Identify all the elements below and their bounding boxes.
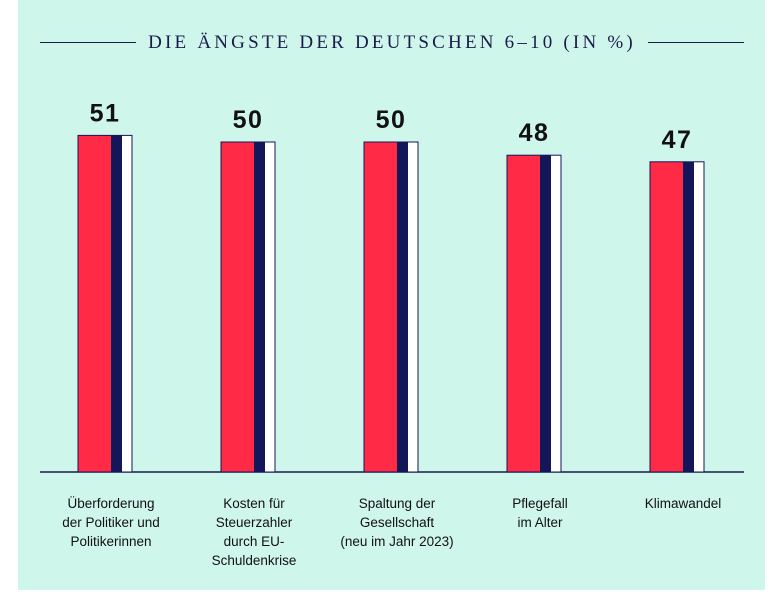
title-rule-left bbox=[40, 42, 136, 43]
bar-value-label: 51 bbox=[90, 99, 121, 127]
bar-outline bbox=[363, 141, 419, 473]
bar-segment-red bbox=[507, 155, 540, 472]
category-label-line: der Politiker und bbox=[62, 515, 160, 530]
bar-segment-white bbox=[122, 135, 132, 472]
category-label-3: Spaltung der Gesellschaft (neu im Jahr 2… bbox=[317, 494, 477, 551]
category-label-line: Kosten für bbox=[223, 496, 285, 511]
category-label-line: im Alter bbox=[517, 515, 563, 530]
bar-segment-red bbox=[650, 161, 683, 473]
bar-segment-white bbox=[265, 142, 275, 472]
bar-outline bbox=[506, 154, 562, 473]
category-label-line: Spaltung der bbox=[358, 496, 436, 511]
category-label-line: Gesellschaft bbox=[359, 515, 435, 530]
bar-segment-white bbox=[694, 161, 704, 473]
bar-segment-navy bbox=[397, 142, 408, 472]
bar-value-label: 48 bbox=[519, 119, 550, 147]
category-label-line: Überforderung bbox=[67, 496, 155, 511]
chart-title-row: DIE ÄNGSTE DER DEUTSCHEN 6–10 (IN %) bbox=[18, 28, 765, 58]
category-label-line: Pflegefall bbox=[512, 496, 568, 511]
bar-outline bbox=[649, 161, 705, 473]
category-label-line: Schuldenkrise bbox=[211, 553, 297, 568]
bar-outline bbox=[220, 141, 276, 473]
category-label-1: Überforderung der Politiker und Politike… bbox=[31, 494, 191, 551]
category-label-line: Klimawandel bbox=[644, 496, 722, 511]
bar-chart: 51 50 50 48 47 bbox=[40, 99, 744, 473]
bar-segment-navy bbox=[683, 161, 694, 473]
bar-segment-navy bbox=[540, 155, 551, 472]
bar-segment-navy bbox=[111, 135, 122, 472]
bar-segment-white bbox=[551, 155, 561, 472]
category-label-line: Steuerzahler bbox=[215, 515, 293, 530]
category-label-line: Politikerinnen bbox=[70, 534, 152, 549]
category-label-2: Kosten für Steuerzahler durch EU- Schuld… bbox=[174, 494, 334, 570]
bar-outline bbox=[77, 134, 133, 473]
bar-value-label: 50 bbox=[376, 106, 407, 134]
category-label-line: durch EU- bbox=[223, 534, 285, 549]
bar-segment-red bbox=[78, 135, 111, 472]
chart-title: DIE ÄNGSTE DER DEUTSCHEN 6–10 (IN %) bbox=[148, 32, 636, 53]
category-label-line: (neu im Jahr 2023) bbox=[340, 534, 454, 549]
bar-segment-red bbox=[221, 142, 254, 472]
bar-value-label: 47 bbox=[662, 126, 693, 154]
title-rule-right bbox=[648, 42, 744, 43]
category-label-5: Klimawandel bbox=[603, 494, 763, 513]
chart-background: DIE ÄNGSTE DER DEUTSCHEN 6–10 (IN %) 51 5… bbox=[18, 0, 765, 590]
bar-value-label: 50 bbox=[233, 106, 264, 134]
category-label-4: Pflegefall im Alter bbox=[460, 494, 620, 532]
bar-segment-red bbox=[364, 142, 397, 472]
bar-segment-navy bbox=[254, 142, 265, 472]
bar-segment-white bbox=[408, 142, 418, 472]
